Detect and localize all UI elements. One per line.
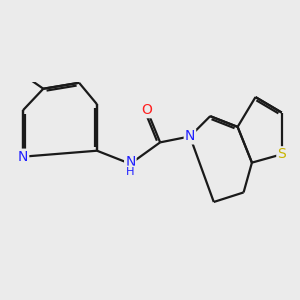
Text: H: H (126, 167, 135, 176)
Text: N: N (18, 150, 28, 164)
Text: N: N (125, 155, 136, 170)
Text: S: S (278, 147, 286, 161)
Text: O: O (142, 103, 152, 117)
Text: N: N (185, 129, 195, 143)
